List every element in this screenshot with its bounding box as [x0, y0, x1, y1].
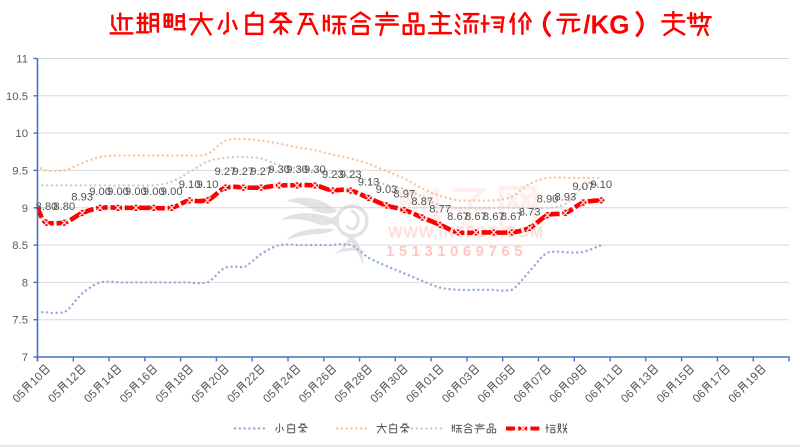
svg-text:8.93: 8.93	[71, 192, 93, 204]
svg-text:9.23: 9.23	[340, 169, 362, 181]
svg-text:9.03: 9.03	[376, 184, 398, 196]
svg-text:/KG: /KG	[583, 10, 629, 40]
svg-text:9.00: 9.00	[89, 186, 111, 198]
svg-text:8.73: 8.73	[519, 206, 541, 218]
svg-text:8.90: 8.90	[537, 194, 559, 206]
svg-text:9.10: 9.10	[590, 179, 612, 191]
svg-text:8.5: 8.5	[12, 240, 28, 252]
svg-text:10.5: 10.5	[6, 91, 28, 103]
svg-text:8.80: 8.80	[53, 201, 75, 213]
svg-text:9.30: 9.30	[304, 164, 326, 176]
svg-text:8.97: 8.97	[393, 189, 415, 201]
svg-text:WWW.INTFDC.COM: WWW.INTFDC.COM	[388, 225, 544, 242]
svg-text:9.00: 9.00	[107, 186, 129, 198]
svg-text:10: 10	[15, 128, 28, 140]
svg-text:8.77: 8.77	[429, 203, 451, 215]
svg-text:9.00: 9.00	[125, 186, 147, 198]
svg-text:8.93: 8.93	[555, 192, 577, 204]
svg-text:9.30: 9.30	[268, 164, 290, 176]
svg-text:9.27: 9.27	[215, 166, 237, 178]
svg-text:8.67: 8.67	[447, 211, 469, 223]
svg-text:8: 8	[22, 277, 28, 289]
svg-text:9.07: 9.07	[572, 181, 594, 193]
svg-text:11: 11	[16, 54, 28, 66]
svg-text:9.00: 9.00	[161, 186, 183, 198]
svg-text:8.67: 8.67	[501, 211, 523, 223]
svg-text:9: 9	[22, 203, 28, 215]
svg-text:7.5: 7.5	[12, 315, 28, 327]
svg-text:8.80: 8.80	[36, 201, 58, 213]
svg-text:9.10: 9.10	[179, 179, 201, 191]
svg-text:8.67: 8.67	[483, 211, 505, 223]
svg-text:9.00: 9.00	[143, 186, 165, 198]
svg-text:9.13: 9.13	[358, 177, 380, 189]
svg-text:15131069765: 15131069765	[386, 244, 527, 260]
svg-text:8.87: 8.87	[411, 196, 433, 208]
svg-text:7: 7	[22, 352, 28, 364]
svg-text:8.67: 8.67	[465, 211, 487, 223]
svg-text:9.10: 9.10	[197, 179, 219, 191]
svg-text:9.27: 9.27	[232, 166, 254, 178]
svg-text:9.27: 9.27	[250, 166, 272, 178]
svg-text:9.5: 9.5	[12, 165, 28, 177]
svg-text:9.30: 9.30	[286, 164, 308, 176]
svg-text:9.23: 9.23	[322, 169, 344, 181]
